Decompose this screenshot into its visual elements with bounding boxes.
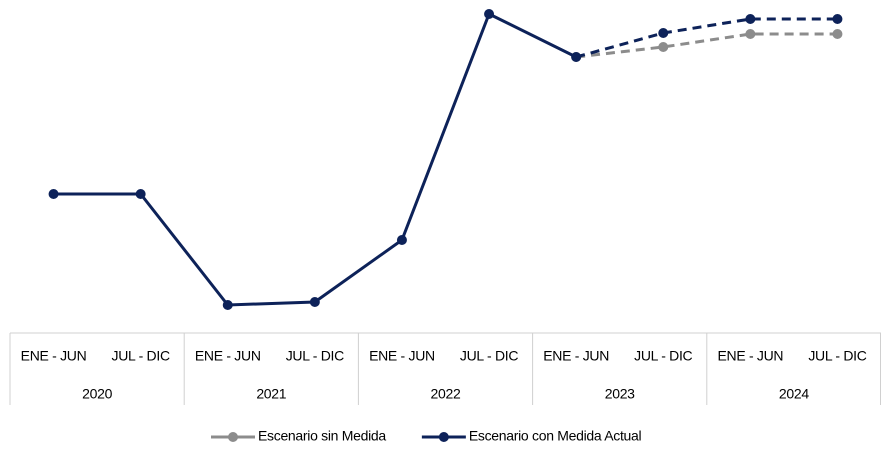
projection-line [575,17,838,59]
point [571,52,582,62]
legend-marker [438,432,449,442]
x-tick-label: JUL - DIC [460,348,518,364]
x-tick-label: ENE - JUN [543,348,609,364]
point [484,9,495,19]
x-tick-label: JUL - DIC [286,348,344,364]
point [832,14,843,24]
group-label: 2022 [431,386,461,402]
group-label: 2020 [82,386,112,402]
x-tick-label: ENE - JUN [195,348,261,364]
legend-label: Escenario con Medida Actual [469,428,642,444]
group-label: 2023 [605,386,635,402]
x-tick-label: ENE - JUN [369,348,435,364]
point [832,29,843,39]
x-tick-label: ENE - JUN [717,348,783,364]
point [745,29,756,39]
point [745,14,756,24]
point [658,42,669,52]
projection-line [575,32,838,59]
point [309,297,320,307]
x-tick-label: JUL - DIC [634,348,692,364]
group-label: 2021 [256,386,286,402]
legend-marker [228,432,238,442]
point [658,28,669,38]
x-tick-label: JUL - DIC [112,348,170,364]
x-tick-label: ENE - JUN [21,348,87,364]
point [135,189,146,199]
legend-label: Escenario sin Medida [258,428,386,444]
point [396,235,407,245]
series-line [53,11,577,307]
x-tick-label: JUL - DIC [808,348,866,364]
group-label: 2024 [779,386,809,402]
point [222,300,233,310]
point [48,189,59,199]
